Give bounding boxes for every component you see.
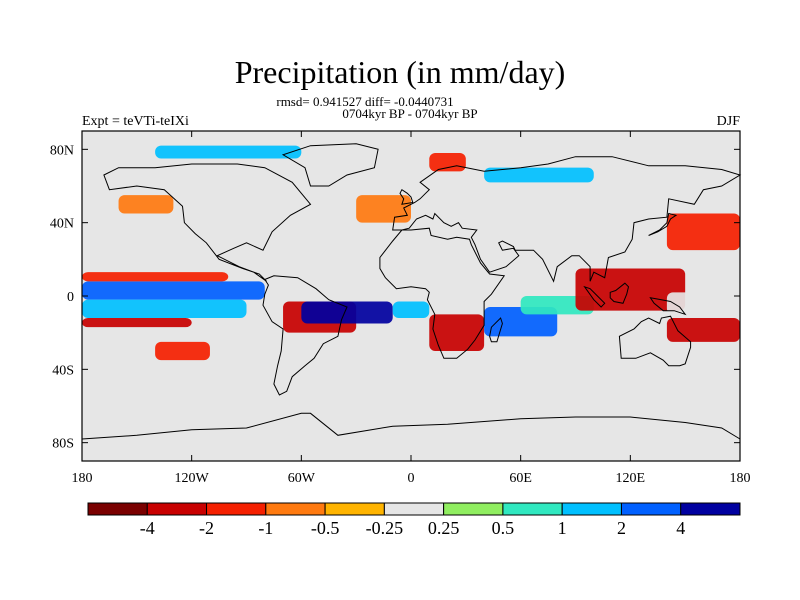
colorbar-label: -0.5 <box>310 518 340 538</box>
colorbar-swatch <box>383 502 445 516</box>
colorbar-swatch <box>561 502 622 516</box>
y-tick-label: 0 <box>67 290 74 305</box>
colorbar-label: 0.25 <box>427 518 460 538</box>
colorbar-label: 1 <box>557 518 567 538</box>
colorbar-labels: -4 -2 -1 -0.5 -0.25 0.25 0.5 1 2 4 <box>0 518 800 542</box>
season-label: DJF <box>716 114 740 129</box>
x-tick-label: 120E <box>616 471 646 486</box>
colorbar-swatch <box>146 502 208 516</box>
precip-anomaly-15 <box>356 195 411 223</box>
colorbar-label: -2 <box>199 518 215 538</box>
colorbar-swatch <box>443 502 504 516</box>
x-tick-label: 60E <box>509 471 532 486</box>
coastline-madagascar <box>489 317 503 343</box>
colorbar-swatch <box>680 502 741 516</box>
coastline-antarctica <box>81 412 741 440</box>
coastline-uk <box>399 188 414 205</box>
x-tick-label: 180 <box>72 471 93 486</box>
precip-anomaly-17 <box>155 145 302 159</box>
precip-anomaly-6 <box>392 301 430 318</box>
coastline-south-america <box>262 275 348 396</box>
colorbar-label: 4 <box>676 518 686 538</box>
y-tick-label: 80N <box>50 143 74 158</box>
colorbar-swatch <box>324 502 385 516</box>
colorbar-swatch <box>620 502 682 516</box>
stats-line: rmsd= 0.941527 diff= -0.0440731 <box>276 94 454 109</box>
colorbar-swatch <box>265 502 326 516</box>
precip-anomaly-0 <box>82 281 265 300</box>
precip-anomaly-3 <box>82 318 192 328</box>
precip-anomaly-13 <box>666 213 740 251</box>
precip-anomaly-11 <box>666 292 740 315</box>
precip-anomaly-5 <box>301 301 393 324</box>
colorbar-label: -4 <box>139 518 155 538</box>
precip-anomaly-2 <box>82 272 229 282</box>
colorbar-swatch <box>206 502 267 516</box>
x-tick-label: 60W <box>288 471 316 486</box>
colorbar-swatch <box>87 502 148 516</box>
plot-title: Precipitation (in mm/day) <box>234 54 566 90</box>
precip-anomaly-12 <box>666 318 740 342</box>
colorbar-label: -0.25 <box>365 518 404 538</box>
precip-anomaly-10 <box>575 268 686 311</box>
coastline-eurasia <box>392 156 742 283</box>
precip-anomaly-16 <box>429 153 466 172</box>
coastline-japan <box>648 212 678 236</box>
coastline-australia <box>618 315 692 367</box>
coastline-north-america <box>103 163 312 282</box>
colorbar-label: 2 <box>616 518 626 538</box>
precip-anomaly-7 <box>429 314 485 351</box>
period-line: 0704kyr BP - 0704kyr BP <box>342 106 478 121</box>
y-tick-label: 40N <box>50 217 74 232</box>
coastline-africa <box>379 227 506 359</box>
precip-anomaly-19 <box>118 195 174 214</box>
experiment-label: Expt = teVTi-teIXi <box>82 114 189 129</box>
coastline-sumatra <box>583 285 606 308</box>
x-tick-label: 180 <box>730 471 751 486</box>
x-tick-label: 0 <box>408 471 415 486</box>
y-tick-label: 40S <box>52 363 74 378</box>
precip-anomaly-18 <box>484 167 594 183</box>
colorbar-label: 0.5 <box>491 518 515 538</box>
coastline-borneo <box>609 282 630 304</box>
precip-anomaly-1 <box>82 299 247 318</box>
x-tick-label: 120W <box>175 471 210 486</box>
colorbar-label: -1 <box>258 518 274 538</box>
precip-anomaly-14 <box>155 341 210 361</box>
coastline-greenland <box>281 143 379 187</box>
colorbar-swatch <box>502 502 563 516</box>
coastline-new-guinea <box>649 297 687 316</box>
y-tick-label: 80S <box>52 437 74 452</box>
